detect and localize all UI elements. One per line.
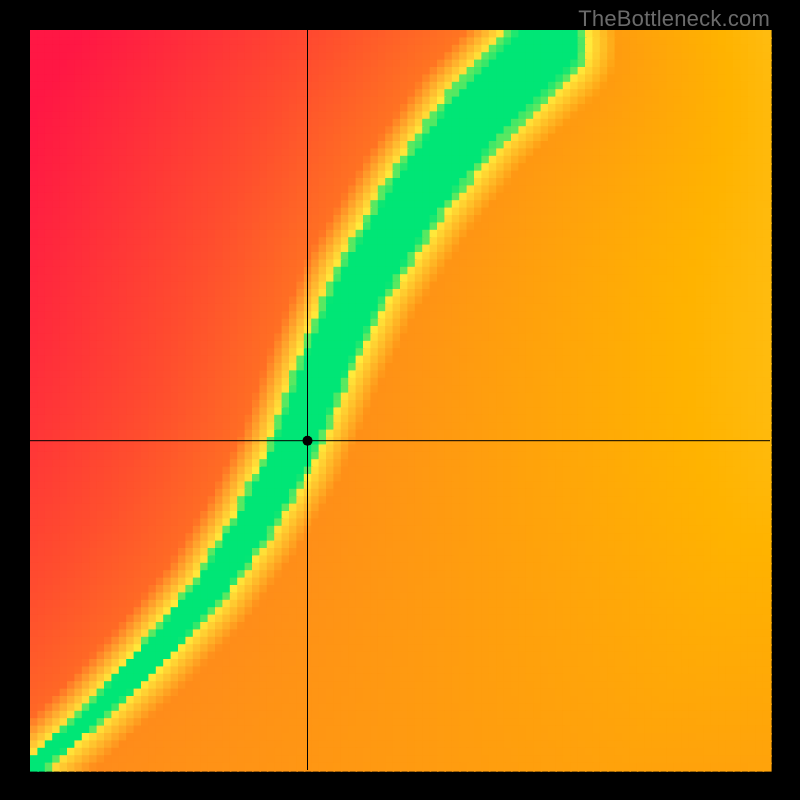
chart-container: TheBottleneck.com [0,0,800,800]
heatmap-canvas [0,0,800,800]
watermark-text: TheBottleneck.com [578,6,770,32]
